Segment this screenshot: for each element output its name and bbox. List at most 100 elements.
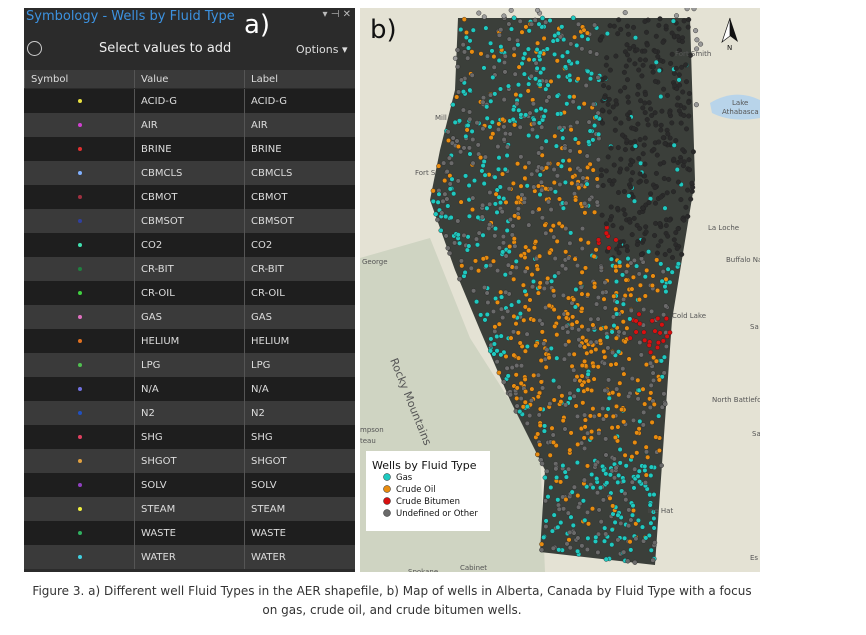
symbol-dot bbox=[78, 363, 82, 367]
well-marker bbox=[642, 18, 648, 24]
table-row[interactable]: CBMCLS CBMCLS bbox=[24, 161, 355, 185]
well-marker bbox=[631, 257, 637, 263]
well-marker bbox=[552, 33, 558, 39]
well-marker bbox=[571, 351, 577, 357]
table-row[interactable]: SHGOT SHGOT bbox=[24, 449, 355, 473]
well-marker bbox=[617, 460, 623, 466]
table-row[interactable]: LPG LPG bbox=[24, 353, 355, 377]
table-row[interactable]: HELIUM HELIUM bbox=[24, 329, 355, 353]
well-marker bbox=[683, 204, 689, 210]
table-row[interactable]: WASTE WASTE bbox=[24, 521, 355, 545]
options-label[interactable]: Options bbox=[296, 43, 339, 56]
well-marker bbox=[509, 232, 515, 238]
table-row[interactable]: CBMOT CBMOT bbox=[24, 185, 355, 209]
place-label: Sa bbox=[750, 323, 759, 331]
well-marker bbox=[646, 249, 652, 255]
options-menu[interactable]: Options ▾ bbox=[296, 43, 348, 56]
well-marker bbox=[669, 269, 675, 275]
well-marker bbox=[466, 213, 472, 219]
table-row[interactable]: N/A N/A bbox=[24, 377, 355, 401]
table-row[interactable]: BRINE BRINE bbox=[24, 137, 355, 161]
value-cell: LPG bbox=[134, 353, 244, 377]
well-marker bbox=[489, 119, 495, 125]
well-marker bbox=[550, 545, 556, 551]
well-marker bbox=[554, 475, 560, 481]
well-marker bbox=[497, 200, 503, 206]
table-row[interactable]: SHG SHG bbox=[24, 425, 355, 449]
well-marker bbox=[544, 468, 550, 474]
well-marker bbox=[496, 121, 502, 127]
well-marker bbox=[546, 303, 552, 309]
table-row[interactable]: STEAM STEAM bbox=[24, 497, 355, 521]
well-marker bbox=[626, 193, 632, 199]
well-marker bbox=[528, 398, 534, 404]
well-marker bbox=[648, 464, 654, 470]
well-marker bbox=[667, 279, 673, 285]
table-row[interactable]: AIR AIR bbox=[24, 113, 355, 137]
well-marker bbox=[680, 147, 686, 153]
well-marker bbox=[580, 400, 586, 406]
symbol-cell bbox=[24, 305, 134, 329]
table-row[interactable]: CR-BIT CR-BIT bbox=[24, 257, 355, 281]
well-marker bbox=[648, 473, 654, 479]
well-marker bbox=[634, 241, 640, 247]
well-marker bbox=[554, 58, 560, 64]
well-marker bbox=[616, 329, 622, 335]
panel-controls[interactable]: ▾ ⊣ ✕ bbox=[322, 9, 351, 20]
well-marker bbox=[663, 276, 669, 282]
table-row[interactable]: CR-OIL CR-OIL bbox=[24, 281, 355, 305]
well-marker bbox=[610, 350, 616, 356]
well-marker bbox=[513, 258, 519, 264]
well-marker bbox=[594, 476, 600, 482]
well-marker bbox=[612, 127, 618, 133]
well-marker bbox=[650, 370, 656, 376]
well-marker bbox=[518, 396, 524, 402]
well-marker bbox=[586, 139, 592, 145]
table-row[interactable]: CBMSOT CBMSOT bbox=[24, 209, 355, 233]
table-row[interactable]: GAS GAS bbox=[24, 305, 355, 329]
well-marker bbox=[665, 92, 671, 98]
well-marker bbox=[521, 317, 527, 323]
well-marker bbox=[488, 135, 494, 141]
well-marker bbox=[623, 277, 629, 283]
well-marker bbox=[510, 329, 516, 335]
well-marker bbox=[620, 272, 626, 278]
well-marker bbox=[603, 230, 609, 236]
well-marker bbox=[658, 358, 664, 364]
well-marker bbox=[681, 112, 687, 118]
well-marker bbox=[598, 265, 604, 271]
well-marker bbox=[624, 138, 630, 144]
well-marker bbox=[563, 225, 569, 231]
well-marker bbox=[689, 180, 695, 186]
label-cell: CR-OIL bbox=[244, 281, 355, 305]
value-cell: N2 bbox=[134, 401, 244, 425]
well-marker bbox=[673, 65, 679, 71]
well-marker bbox=[655, 340, 661, 346]
well-marker bbox=[560, 325, 566, 331]
place-label: Lake bbox=[732, 99, 748, 107]
well-marker bbox=[467, 38, 473, 44]
well-marker bbox=[536, 21, 542, 27]
table-row[interactable]: N2 N2 bbox=[24, 401, 355, 425]
place-label: Es bbox=[750, 554, 758, 562]
table-row[interactable]: WATER WATER bbox=[24, 545, 355, 569]
table-row[interactable]: ACID-G ACID-G bbox=[24, 89, 355, 113]
well-marker bbox=[485, 300, 491, 306]
well-marker bbox=[606, 395, 612, 401]
well-marker bbox=[585, 430, 591, 436]
legend-swatch bbox=[383, 485, 391, 493]
back-button[interactable] bbox=[27, 41, 42, 56]
well-marker bbox=[607, 178, 613, 184]
well-marker bbox=[631, 485, 637, 491]
well-marker bbox=[600, 497, 606, 503]
well-marker bbox=[470, 195, 476, 201]
table-row[interactable]: SOLV SOLV bbox=[24, 473, 355, 497]
well-marker bbox=[594, 199, 600, 205]
well-marker bbox=[666, 176, 672, 182]
table-row[interactable]: CO2 CO2 bbox=[24, 233, 355, 257]
well-marker bbox=[585, 164, 591, 170]
well-marker bbox=[487, 189, 493, 195]
well-marker bbox=[460, 107, 466, 113]
well-marker bbox=[621, 296, 627, 302]
symbol-dot bbox=[78, 291, 82, 295]
